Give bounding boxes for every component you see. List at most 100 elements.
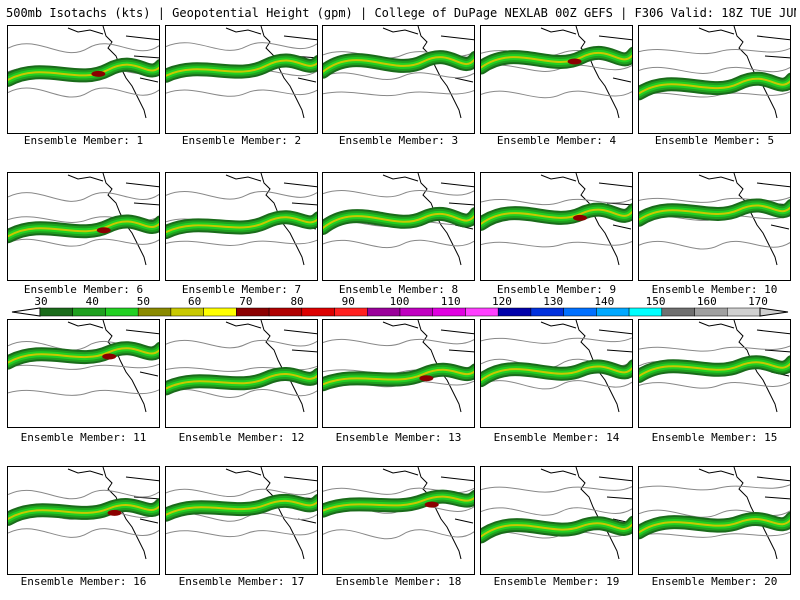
height-contour: [323, 189, 474, 198]
legend-color-swatch: [727, 307, 761, 317]
height-contour: [323, 529, 474, 540]
isotach-band: [323, 368, 474, 386]
ensemble-member-label: Ensemble Member: 16: [20, 575, 147, 588]
coastline: [698, 26, 790, 119]
isotach-band: [481, 522, 632, 538]
ensemble-map-panel: [165, 319, 318, 428]
ensemble-map-panel: [480, 466, 633, 575]
isotach-band: [8, 63, 159, 81]
ensemble-map-panel: [7, 319, 160, 428]
isotach-band: [323, 212, 474, 229]
isotach-band: [639, 77, 790, 95]
height-contour: [8, 389, 159, 396]
jet-stream-map: [166, 467, 317, 560]
jet-core: [91, 70, 106, 77]
legend-tick-label: 160: [696, 295, 717, 308]
ensemble-member-label: Ensemble Member: 12: [178, 431, 305, 444]
height-contour: [166, 339, 317, 349]
ensemble-map-panel: [480, 172, 633, 281]
ensemble-map-panel: [7, 25, 160, 134]
height-contour: [8, 528, 159, 538]
ensemble-member-label: Ensemble Member: 4: [496, 134, 617, 147]
ensemble-member-label: Ensemble Member: 13: [335, 431, 462, 444]
jet-stream-map: [481, 173, 632, 266]
jet-stream-map: [481, 467, 632, 560]
height-contour: [166, 89, 317, 97]
isotach-band: [166, 499, 317, 516]
coastline: [67, 320, 159, 413]
jet-stream-map: [481, 26, 632, 119]
legend-tick-label: 110: [440, 295, 461, 308]
height-contour: [8, 489, 159, 500]
jet-core: [419, 375, 434, 382]
isotach-band: [639, 204, 790, 221]
height-contour: [639, 531, 790, 538]
jet-stream-map: [8, 173, 159, 266]
height-contour: [639, 240, 790, 250]
ensemble-member-label: Ensemble Member: 14: [493, 431, 620, 444]
legend-color-swatch: [72, 307, 106, 317]
coastline: [225, 320, 317, 413]
height-contour: [323, 338, 474, 347]
ensemble-map-panel: [165, 25, 318, 134]
legend-color-swatch: [694, 307, 728, 317]
height-contour: [639, 91, 790, 98]
ensemble-member-label: Ensemble Member: 8: [338, 283, 459, 296]
ensemble-map-panel: [165, 466, 318, 575]
jet-stream-map: [323, 26, 474, 119]
legend-color-swatch: [268, 307, 303, 317]
isotach-band: [166, 373, 317, 390]
ensemble-member-label: Ensemble Member: 6: [23, 283, 144, 296]
height-contour: [8, 192, 159, 202]
ensemble-map-panel: [7, 466, 160, 575]
ensemble-map-panel: [638, 172, 791, 281]
map-title: 500mb Isotachs (kts) | Geopotential Heig…: [6, 6, 796, 20]
ensemble-member-label: Ensemble Member: 10: [651, 283, 778, 296]
jet-core: [424, 501, 439, 508]
jet-core: [567, 58, 582, 65]
isotach-band: [481, 365, 632, 382]
isotach-band: [166, 59, 317, 77]
isotach-band: [481, 208, 632, 225]
ensemble-member-label: Ensemble Member: 15: [651, 431, 778, 444]
height-contour: [166, 42, 317, 51]
jet-stream-map: [166, 26, 317, 119]
ensemble-map-panel: [638, 319, 791, 428]
legend-color-swatch: [105, 307, 139, 317]
jet-stream-map: [166, 320, 317, 413]
height-contour: [166, 388, 317, 398]
legend-tick-label: 90: [341, 295, 355, 308]
isotach-band: [323, 56, 474, 73]
height-contour: [481, 198, 632, 206]
legend-tick-label: 50: [136, 295, 151, 308]
height-contour: [8, 87, 159, 98]
ensemble-member-label: Ensemble Member: 18: [335, 575, 462, 588]
legend-arrow-right: [759, 307, 789, 317]
height-contour: [8, 363, 159, 370]
coastline: [67, 173, 159, 266]
height-contour: [639, 484, 790, 491]
coastline: [382, 467, 474, 560]
legend-color-swatch: [497, 307, 532, 317]
jet-stream-map: [639, 173, 790, 266]
height-contour: [8, 238, 159, 247]
ensemble-map-panel: [638, 466, 791, 575]
ensemble-member-label: Ensemble Member: 20: [651, 575, 778, 588]
height-contour: [323, 72, 474, 80]
jet-stream-map: [323, 320, 474, 413]
legend-color-swatch: [170, 307, 204, 317]
height-contour: [166, 191, 317, 200]
height-contour: [481, 240, 632, 248]
ensemble-member-label: Ensemble Member: 2: [181, 134, 302, 147]
ensemble-map-panel: [7, 172, 160, 281]
coastline: [698, 467, 790, 560]
legend-tick-label: 150: [645, 295, 666, 308]
legend-tick-label: 120: [491, 295, 512, 308]
height-contour: [166, 239, 317, 246]
height-contour: [323, 239, 474, 249]
jet-stream-map: [323, 173, 474, 266]
legend-tick-label: 140: [594, 295, 615, 308]
ensemble-member-label: Ensemble Member: 7: [181, 283, 302, 296]
isotach-band: [8, 347, 159, 364]
legend-tick-label: 80: [290, 295, 304, 308]
